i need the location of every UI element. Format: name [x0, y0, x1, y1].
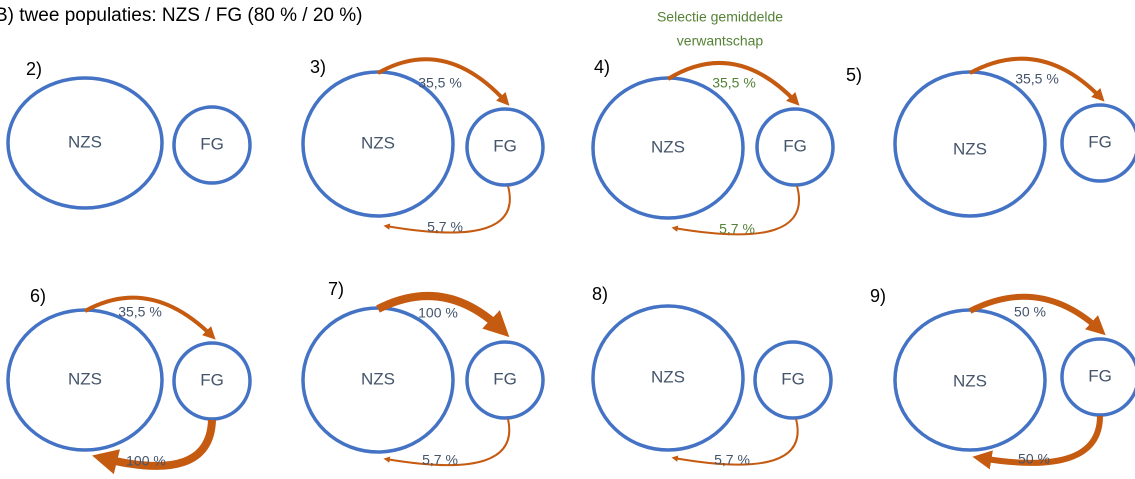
node-circle	[591, 304, 745, 452]
arrow	[377, 57, 510, 106]
arrow-label: 35,5 %	[712, 75, 756, 91]
arrow-label: 50 %	[1014, 304, 1046, 320]
panel-label: 9)	[870, 286, 886, 306]
node-label: NZS	[68, 132, 102, 151]
node-label: FG	[200, 134, 224, 153]
title: B) twee populaties: NZS / FG (80 % / 20 …	[0, 5, 362, 26]
arrow-label: 35,5 %	[118, 304, 162, 320]
node-circle	[172, 341, 252, 421]
arrow	[671, 418, 799, 466]
arrow	[383, 185, 511, 234]
node-label: NZS	[953, 139, 987, 158]
arrow-label: 100 %	[126, 453, 166, 469]
node-label: FG	[493, 136, 517, 155]
node-label: FG	[200, 370, 224, 389]
arrow-label: 35,5 %	[418, 75, 462, 91]
arrow	[383, 418, 511, 467]
panel-label: 6)	[30, 286, 46, 306]
node-circle	[1060, 337, 1135, 417]
arrow	[376, 292, 510, 338]
arrow	[969, 56, 1105, 102]
node-label: NZS	[651, 367, 685, 386]
node-circle	[755, 107, 835, 187]
node-label: NZS	[953, 371, 987, 390]
node-circle	[1060, 103, 1135, 183]
node-circle	[172, 105, 252, 185]
node-circle	[753, 340, 833, 420]
node-label: FG	[783, 136, 807, 155]
node-label: NZS	[361, 133, 395, 152]
node-circle	[465, 340, 545, 420]
node-circle	[6, 76, 164, 210]
panel-label: 7)	[328, 279, 344, 299]
node-label: NZS	[361, 369, 395, 388]
node-label: FG	[1088, 132, 1112, 151]
arrow	[92, 419, 216, 475]
arrow-label: 5,7 %	[427, 219, 463, 235]
arrow-label: 35,5 %	[1015, 71, 1059, 87]
arrow-label: 50 %	[1018, 451, 1050, 467]
node-circle	[465, 107, 545, 187]
node-label: FG	[1088, 366, 1112, 385]
arrow-label: 100 %	[418, 305, 458, 321]
panel-label: 8)	[592, 284, 608, 304]
arrow	[84, 295, 216, 340]
node-label: NZS	[651, 137, 685, 156]
annotation: Selectie gemiddelde	[657, 9, 783, 25]
arrow	[968, 293, 1106, 336]
arrow	[666, 60, 800, 106]
arrow	[671, 185, 800, 236]
node-label: FG	[781, 369, 805, 388]
node-label: FG	[493, 369, 517, 388]
node-label: NZS	[68, 369, 102, 388]
arrow-label: 5,7 %	[714, 452, 750, 468]
panel-label: 4)	[594, 57, 610, 77]
panel-label: 2)	[26, 59, 42, 79]
arrow	[972, 415, 1103, 470]
annotation: verwantschap	[677, 33, 764, 49]
arrow-label: 5,7 %	[422, 452, 458, 468]
panel-label: 3)	[310, 57, 326, 77]
panel-label: 5)	[846, 65, 862, 85]
arrow-label: 5,7 %	[719, 221, 755, 237]
